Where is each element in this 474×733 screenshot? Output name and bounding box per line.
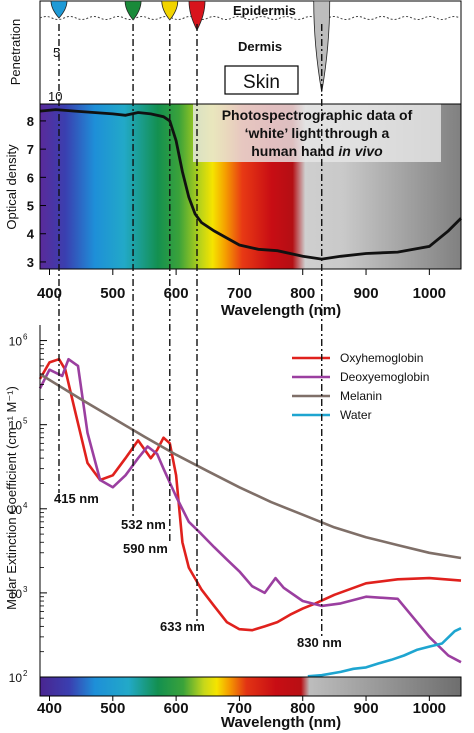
optical-density-frame (39, 103, 462, 270)
ext-x-tick-label: 600 (164, 700, 189, 717)
od-x-tick-label: 600 (164, 285, 189, 302)
penetration-marker (50, 0, 68, 19)
skin-box (224, 65, 299, 95)
legend-label: Oxyhemoglobin (340, 351, 423, 365)
panel-title-line-1: Photospectrographic data of (222, 107, 413, 123)
ext-y-tick-label: 10 (9, 419, 23, 433)
legend-label: Water (340, 408, 372, 422)
wavelength-annotation: 532 nm (121, 517, 166, 532)
wavelength-guide-lines (58, 24, 323, 637)
optical-density-y-ticks: 3 4 5 6 7 8 (27, 114, 46, 270)
series-melanin (39, 372, 462, 560)
wavelength-annotation: 633 nm (160, 619, 205, 634)
od-y-tick-label: 6 (27, 170, 34, 185)
ext-x-tick-label: 700 (227, 700, 252, 717)
extinction-curves (38, 357, 462, 678)
od-y-tick-label: 3 (27, 255, 34, 270)
penetration-marker (313, 0, 331, 93)
penetration-panel: Epidermis Dermis Skin 5 10 Penetration (8, 0, 462, 105)
od-y-tick-label: 4 (27, 227, 35, 242)
optical-density-curve (39, 108, 462, 261)
legend-label: Deoxyemoglobin (340, 370, 429, 384)
series-water (307, 627, 462, 678)
penetration-axis-label: Penetration (8, 19, 23, 86)
dermis-label: Dermis (238, 39, 282, 54)
penetration-markers (50, 0, 331, 93)
penetration-marker (124, 0, 142, 21)
od-x-tick-label: 900 (354, 285, 379, 302)
ext-x-tick-label: 400 (37, 700, 62, 717)
ext-x-tick-label: 500 (100, 700, 125, 717)
ext-y-tick-exponent: 4 (23, 501, 28, 510)
extinction-x-ticks: 400 500 600 700 800 900 1000 (37, 696, 446, 717)
od-x-tick-label: 500 (100, 285, 125, 302)
ext-y-tick-label: 10 (9, 587, 23, 601)
epidermis-label: Epidermis (233, 3, 296, 18)
wavelength-annotation: 830 nm (297, 635, 342, 650)
od-x-tick-label: 400 (37, 285, 62, 302)
penetration-tick-10: 10 (48, 89, 62, 104)
extinction-axis-label: Molar Extinction Coefficient (cm⁻¹ M⁻¹) (4, 386, 19, 610)
panel-title-line-2: ‘white’ light through a (245, 125, 390, 141)
optical-density-axis-label: Optical density (4, 144, 19, 230)
wavelength-annotation: 590 nm (123, 541, 168, 556)
ext-y-tick-label: 10 (9, 503, 23, 517)
optical-density-x-ticks: 400 500 600 700 800 900 1000 (37, 269, 446, 302)
od-y-tick-label: 5 (27, 199, 34, 214)
epidermis-boundary (39, 16, 461, 20)
title-backdrop (193, 104, 441, 162)
ext-y-tick-exponent: 3 (23, 585, 28, 594)
wavelength-annotations: 415 nm 532 nm 590 nm 633 nm 830 nm (54, 491, 342, 650)
od-y-tick-label: 8 (27, 114, 34, 129)
penetration-tick-5: 5 (53, 45, 60, 60)
optical-density-x-axis-label: Wavelength (nm) (221, 302, 341, 319)
ext-y-tick-exponent: 6 (23, 333, 28, 342)
ext-y-tick-label: 10 (9, 335, 23, 349)
panel-title-line-3: human hand in vivo (251, 143, 383, 159)
spectrum-bar (39, 676, 462, 697)
extinction-x-axis-label: Wavelength (nm) (221, 714, 341, 731)
ext-x-tick-label: 1000 (413, 700, 446, 717)
od-x-tick-label: 700 (227, 285, 252, 302)
optical-density-panel: Photospectrographic data of ‘white’ ligh… (4, 103, 462, 319)
wavelength-annotation: 415 nm (54, 491, 99, 506)
legend-label: Melanin (340, 389, 382, 403)
ext-x-tick-label: 800 (290, 700, 315, 717)
od-x-tick-label: 1000 (413, 285, 446, 302)
series-deoxyemoglobin (38, 357, 462, 664)
series-oxyhemoglobin (38, 357, 462, 632)
od-y-tick-label: 7 (27, 142, 34, 157)
ext-y-tick-label: 10 (9, 671, 23, 685)
penetration-marker (161, 0, 179, 21)
legend: Oxyhemoglobin Deoxyemoglobin Melanin Water (292, 351, 429, 422)
ext-x-tick-label: 900 (354, 700, 379, 717)
od-x-tick-label: 800 (290, 285, 315, 302)
ext-y-tick-exponent: 5 (23, 417, 28, 426)
skin-label: Skin (243, 72, 280, 93)
ext-y-tick-exponent: 2 (23, 669, 28, 678)
